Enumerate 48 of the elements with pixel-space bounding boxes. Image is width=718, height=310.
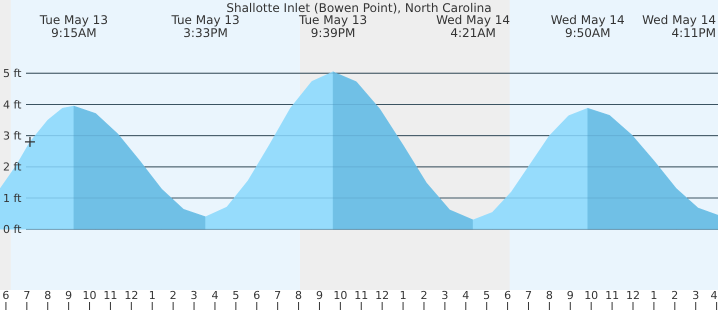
- x-tick-label: 7: [23, 289, 30, 302]
- x-tick-label: 1: [148, 289, 156, 302]
- x-tick-label: 11: [354, 289, 368, 302]
- chart-title: Shallotte Inlet (Bowen Point), North Carolina: [226, 1, 492, 15]
- x-tick-label: 4: [462, 289, 470, 302]
- x-tick-label: 6: [253, 289, 260, 302]
- annotation: Wed May 14 9:50AM: [550, 13, 625, 40]
- x-tick-label: 12: [124, 289, 138, 302]
- annotation: Wed May 14 4:11PM: [642, 13, 716, 40]
- annotation: Tue May 13 9:39PM: [298, 13, 368, 40]
- x-tick-label: 8: [44, 289, 52, 302]
- y-tick-label: 2 ft: [3, 160, 22, 174]
- x-tick-label: 3: [692, 289, 700, 302]
- annotation: Tue May 13 3:33PM: [170, 13, 240, 40]
- annotation: Wed May 14 4:21AM: [436, 13, 510, 40]
- y-tick-label: 4 ft: [3, 98, 22, 112]
- y-tick-label: 0 ft: [3, 223, 22, 236]
- x-tick-label: 7: [524, 289, 532, 302]
- x-tick-label: 11: [605, 289, 620, 302]
- x-tick-label: 2: [420, 289, 428, 302]
- x-tick-label: 5: [232, 289, 240, 302]
- x-tick-label: 4: [211, 289, 218, 302]
- x-tick-label: 9: [65, 289, 72, 302]
- x-tick-label: 8: [295, 289, 302, 302]
- x-tick-label: 4: [710, 289, 718, 302]
- x-tick-label: 3: [441, 289, 448, 302]
- x-tick-label: 8: [546, 289, 553, 302]
- x-tick-label: 1: [400, 289, 407, 302]
- x-tick-label: 10: [584, 289, 598, 302]
- x-tick-label: 6: [2, 289, 10, 302]
- x-tick-label: 7: [274, 289, 282, 302]
- y-tick-label: 1 ft: [3, 192, 22, 205]
- x-tick-label: 9: [316, 289, 323, 302]
- x-tick-label: 12: [626, 289, 640, 302]
- x-tick-label: 11: [103, 289, 118, 302]
- x-tick-label: 3: [190, 289, 198, 302]
- annotation: Tue May 13 9:15AM: [38, 13, 108, 40]
- x-tick-label: 2: [170, 289, 177, 302]
- x-tick-label: 5: [483, 289, 490, 302]
- x-tick-label: 9: [566, 289, 574, 302]
- x-tick-label: 1: [650, 289, 658, 302]
- x-tick-label: 6: [504, 289, 512, 302]
- y-tick-label: 3 ft: [3, 129, 22, 142]
- x-tick-label: 12: [375, 289, 390, 302]
- x-tick-label: 10: [333, 289, 348, 302]
- x-tick-label: 10: [82, 289, 97, 302]
- y-tick-label: 5 ft: [3, 67, 22, 80]
- x-tick-label: 2: [671, 289, 678, 302]
